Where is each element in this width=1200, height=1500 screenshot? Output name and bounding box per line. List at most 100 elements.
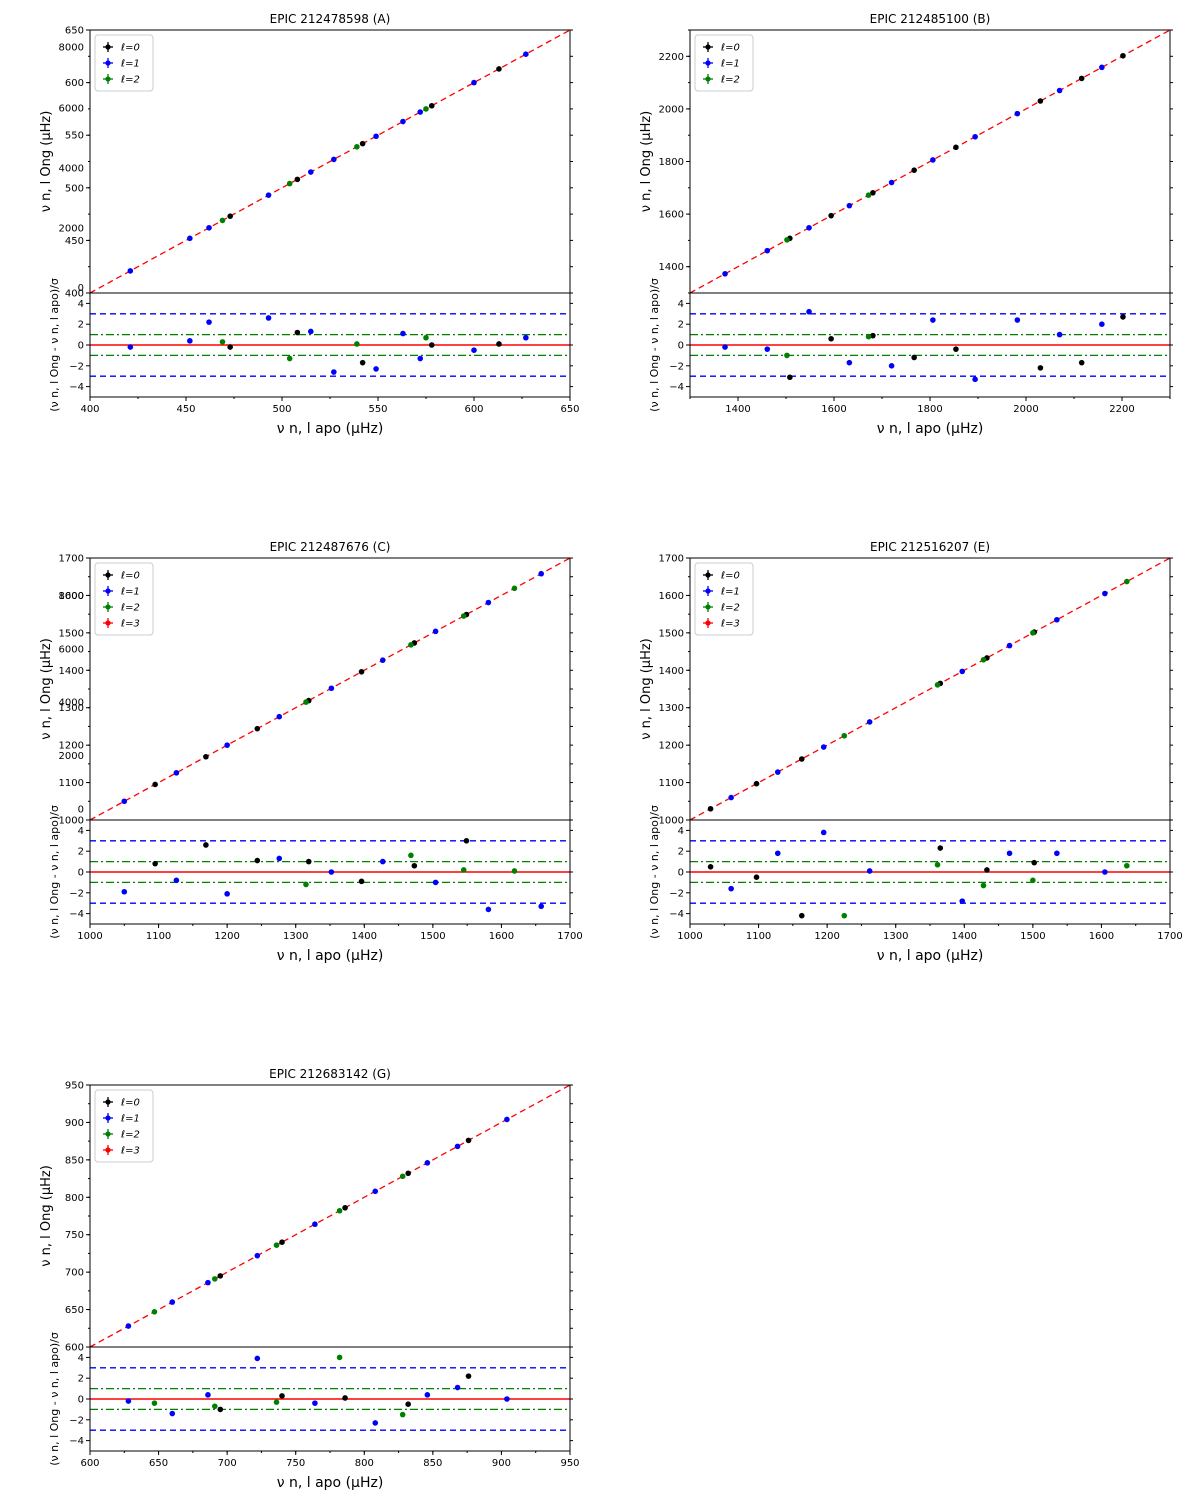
r-tick-label: −4 [69,909,84,920]
r-tick-label: −2 [69,361,84,372]
y-axis-label: ν n, l Ong (μHz) [39,1165,54,1267]
residual-point-1-2 [206,319,212,325]
residual-point-2-1 [934,861,941,868]
legend-dot-1 [105,60,111,66]
y-tick-label: 1600 [659,210,684,221]
point-0-2 [342,1204,348,1211]
residual-point-1-10 [523,334,529,341]
point-1-2 [806,224,812,231]
chart-title: EPIC 212683142 (G) [269,1067,391,1081]
legend-label-2: ℓ=2 [721,603,740,614]
r-tick-label: 2 [678,847,684,858]
point-2-0 [151,1309,158,1315]
residual-point-1-2 [806,308,812,315]
residual-point-0-2 [254,857,261,864]
x-axis-label: ν n, l apo (μHz) [277,1475,384,1491]
legend-dot-1 [105,588,111,594]
point-1-6 [424,1160,431,1166]
x-tick-label: 950 [560,1458,579,1469]
x-tick-label: 750 [286,1458,305,1469]
y-tick-label: 1400 [659,262,684,273]
residual-point-2-1 [865,333,872,340]
residual-point-0-3 [305,858,312,865]
legend-dot-2 [105,604,111,610]
point-2-1 [408,642,414,648]
residual-point-1-6 [424,1392,431,1398]
residual-point-1-6 [972,376,978,383]
residual-point-2-0 [303,881,309,888]
chart-title: EPIC 212485100 (B) [870,12,991,26]
point-1-3 [866,719,873,725]
residual-point-1-4 [328,869,335,875]
residual-point-1-3 [866,868,873,874]
overlay-y-tick-label: 0 [78,283,84,294]
legend-dot-2 [705,76,711,82]
residual-axis-label: (ν n, l Ong - ν n, l apo)/σ [648,805,661,939]
residual-point-0-2 [342,1395,348,1401]
residual-point-0-1 [279,1393,285,1399]
point-2-0 [303,699,309,705]
point-1-1 [187,235,193,242]
residual-point-0-6 [463,838,470,844]
point-2-2 [980,657,987,663]
r-tick-label: −4 [69,382,84,393]
overlay-y-tick-label: 0 [78,804,84,815]
r-tick-label: 4 [78,826,84,837]
legend-dot-0 [705,44,711,50]
point-2-2 [354,143,360,150]
residual-axis-label: (ν n, l Ong - ν n, l apo)/σ [648,278,661,412]
y-tick-label: 1700 [659,554,684,565]
point-1-5 [331,156,337,163]
x-tick-label: 550 [368,404,387,415]
point-2-4 [399,1173,406,1180]
x-tick-label: 1100 [146,931,171,942]
residual-point-0-0 [787,374,793,381]
legend-label-1: ℓ=1 [121,587,140,598]
point-1-5 [372,1188,379,1195]
residual-point-1-4 [959,898,966,904]
residual-point-0-5 [411,862,418,869]
residual-point-1-8 [1056,331,1063,338]
legend-dot-3 [705,620,711,626]
point-1-8 [504,1116,510,1123]
residual-point-1-5 [930,317,936,323]
r-tick-label: 0 [78,868,84,879]
x-tick-label: 500 [272,404,291,415]
point-1-2 [224,742,230,748]
y-tick-label: 1000 [659,816,684,827]
x-tick-label: 1400 [352,931,377,942]
point-0-2 [359,140,366,147]
x-tick-label: 650 [560,404,579,415]
residual-point-0-0 [227,344,233,350]
legend-label-2: ℓ=2 [121,1130,140,1141]
chart-panel-3: EPIC 212516207 (E) 1000 1100 1200 1300 1400 15… [639,540,1183,964]
point-0-1 [828,212,834,219]
point-1-4 [888,179,895,186]
point-1-8 [538,570,544,577]
point-0-0 [217,1273,224,1279]
point-2-3 [511,585,518,592]
point-2-0 [784,237,790,243]
residual-point-0-4 [358,878,365,885]
point-0-2 [870,189,876,196]
point-1-4 [959,668,966,675]
point-2-3 [1030,630,1036,636]
point-1-2 [205,1279,211,1286]
y-tick-label: 900 [65,1118,84,1129]
point-1-3 [265,192,272,198]
x-axis-label: ν n, l apo (μHz) [877,421,984,437]
residual-point-1-6 [1054,850,1060,857]
x-tick-label: 2000 [1013,404,1038,415]
legend-label-0: ℓ=0 [721,571,740,582]
residual-point-1-7 [485,906,492,913]
point-1-5 [380,657,386,663]
point-2-1 [934,682,941,688]
r-tick-label: 0 [78,341,84,352]
residual-point-1-7 [400,330,406,337]
x-tick-label: 700 [218,1458,237,1469]
point-1-4 [308,169,314,175]
point-0-1 [279,1239,285,1245]
residual-point-0-5 [1031,859,1038,866]
y-tick-label: 1100 [59,778,84,789]
residual-point-2-0 [151,1400,158,1406]
